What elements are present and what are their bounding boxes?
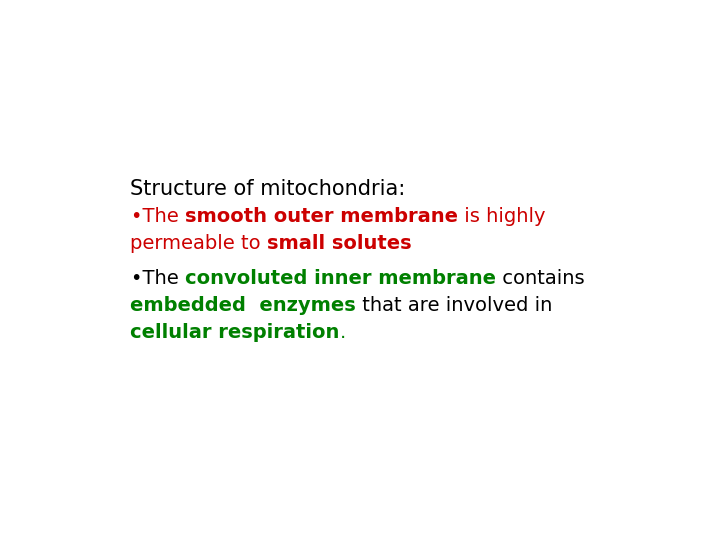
Text: permeable to: permeable to [130, 234, 267, 253]
Text: The: The [130, 207, 185, 226]
Text: The: The [130, 269, 185, 288]
Text: small solutes: small solutes [267, 234, 412, 253]
Text: that are involved in: that are involved in [356, 296, 552, 315]
Text: convoluted inner membrane: convoluted inner membrane [185, 269, 496, 288]
Text: embedded  enzymes: embedded enzymes [130, 296, 356, 315]
Text: •: • [130, 207, 142, 226]
Text: smooth outer membrane: smooth outer membrane [185, 207, 459, 226]
Text: cellular respiration: cellular respiration [130, 323, 340, 342]
Text: contains: contains [496, 269, 585, 288]
Text: is highly: is highly [459, 207, 546, 226]
Text: Structure of mitochondria:: Structure of mitochondria: [130, 179, 405, 199]
Text: •: • [130, 269, 142, 288]
Text: .: . [340, 323, 346, 342]
